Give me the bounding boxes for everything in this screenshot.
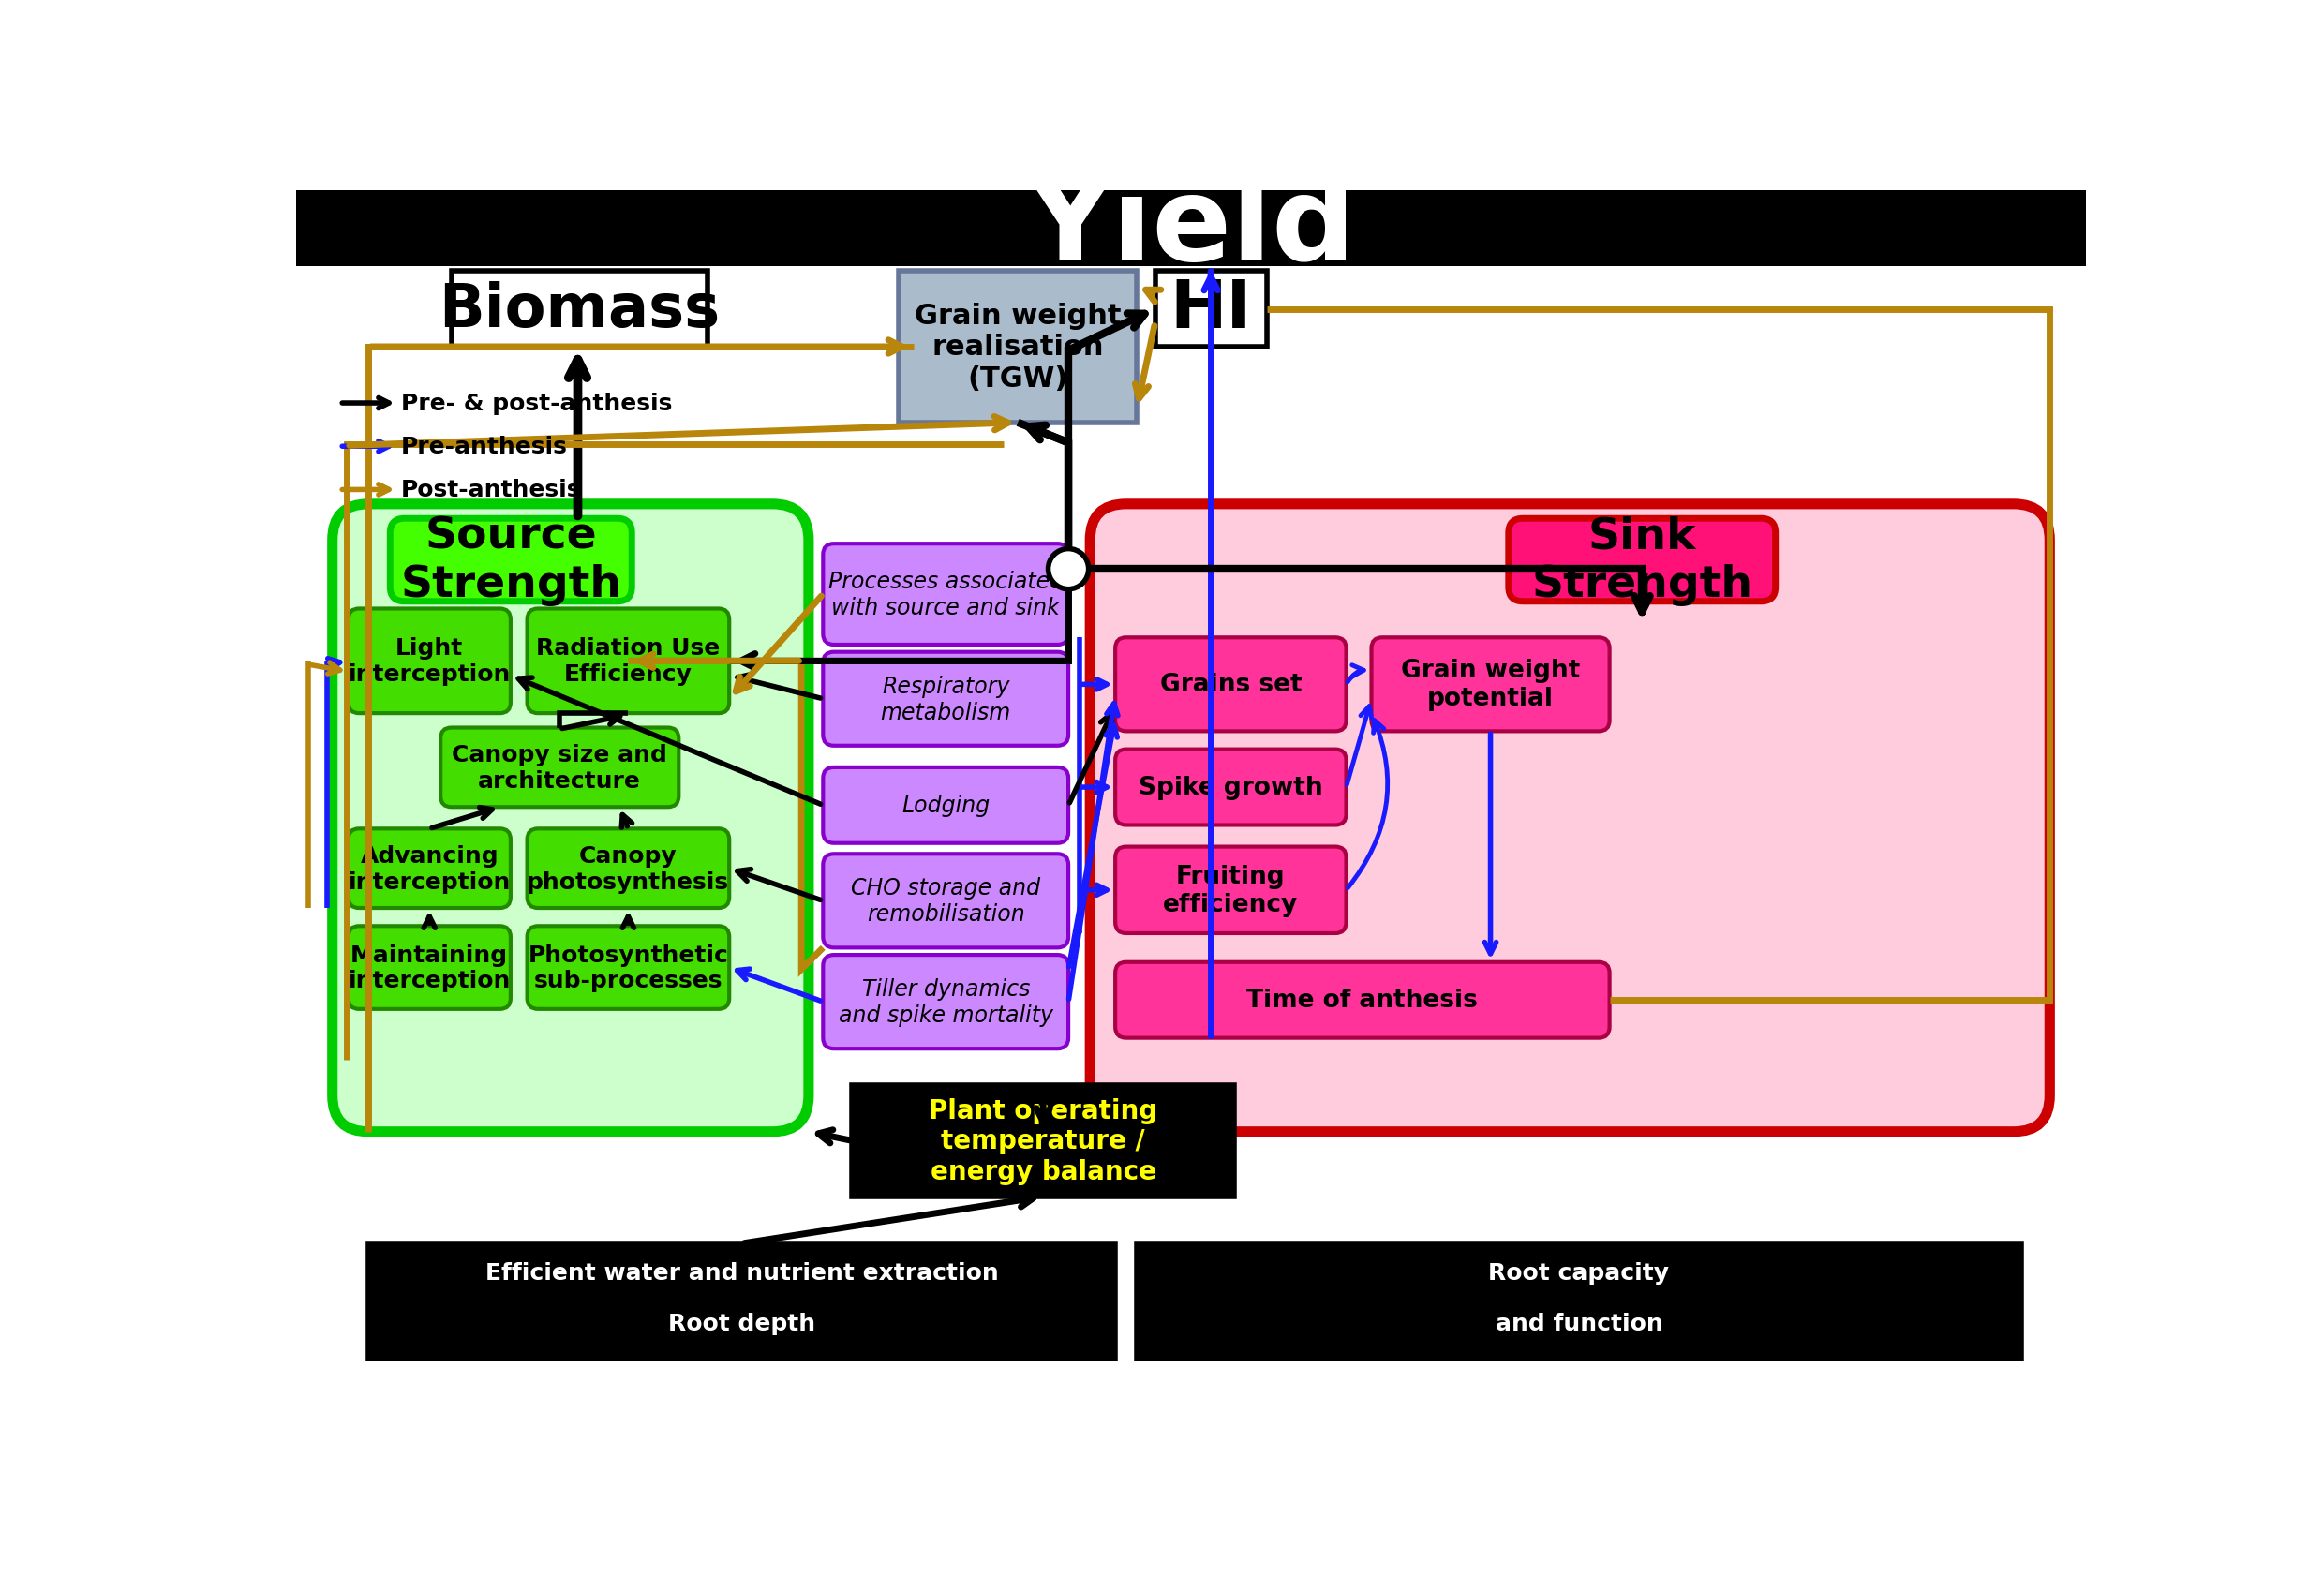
- FancyBboxPatch shape: [1508, 519, 1776, 601]
- Text: Pre- & post-anthesis: Pre- & post-anthesis: [402, 393, 672, 415]
- FancyBboxPatch shape: [1116, 963, 1611, 1039]
- FancyBboxPatch shape: [349, 829, 511, 908]
- Text: Grain weight
realisation
(TGW): Grain weight realisation (TGW): [916, 302, 1120, 393]
- Text: Radiation Use
Efficiency: Radiation Use Efficiency: [537, 636, 720, 686]
- Text: Sink
Strength: Sink Strength: [1532, 515, 1752, 606]
- FancyBboxPatch shape: [1090, 504, 2050, 1131]
- FancyBboxPatch shape: [823, 544, 1069, 646]
- Text: Root capacity: Root capacity: [1487, 1262, 1669, 1284]
- FancyBboxPatch shape: [370, 1244, 1116, 1359]
- Text: Time of anthesis: Time of anthesis: [1246, 988, 1478, 1012]
- Text: Spike growth: Spike growth: [1139, 775, 1322, 800]
- Circle shape: [1048, 549, 1088, 590]
- FancyBboxPatch shape: [1155, 272, 1267, 347]
- FancyBboxPatch shape: [1371, 638, 1611, 732]
- Text: Biomass: Biomass: [439, 280, 720, 339]
- Text: Light
interception: Light interception: [349, 636, 511, 686]
- FancyBboxPatch shape: [528, 926, 730, 1009]
- FancyBboxPatch shape: [899, 272, 1136, 423]
- FancyBboxPatch shape: [1136, 1244, 2022, 1359]
- FancyBboxPatch shape: [823, 768, 1069, 843]
- FancyBboxPatch shape: [528, 829, 730, 908]
- FancyBboxPatch shape: [853, 1085, 1234, 1196]
- Text: Processes associated
with source and sink: Processes associated with source and sin…: [827, 571, 1064, 619]
- Text: Efficient water and nutrient extraction: Efficient water and nutrient extraction: [486, 1262, 999, 1284]
- Text: Pre-anthesis: Pre-anthesis: [402, 436, 567, 458]
- FancyBboxPatch shape: [442, 729, 679, 807]
- Text: Canopy
photosynthesis: Canopy photosynthesis: [528, 845, 730, 893]
- Text: Advancing
interception: Advancing interception: [349, 845, 511, 893]
- Text: Tiller dynamics
and spike mortality: Tiller dynamics and spike mortality: [839, 978, 1053, 1026]
- Text: Photosynthetic
sub-processes: Photosynthetic sub-processes: [528, 943, 727, 993]
- Text: Canopy size and
architecture: Canopy size and architecture: [451, 743, 667, 792]
- Text: Grains set: Grains set: [1160, 673, 1301, 697]
- Text: Yield: Yield: [1027, 172, 1355, 285]
- FancyBboxPatch shape: [332, 504, 809, 1131]
- FancyBboxPatch shape: [390, 519, 632, 601]
- Text: and function: and function: [1494, 1311, 1662, 1335]
- Text: Root depth: Root depth: [669, 1311, 816, 1335]
- FancyBboxPatch shape: [823, 955, 1069, 1048]
- FancyBboxPatch shape: [297, 191, 2085, 267]
- Text: Lodging: Lodging: [902, 794, 990, 816]
- Text: CHO storage and
remobilisation: CHO storage and remobilisation: [851, 877, 1041, 926]
- FancyBboxPatch shape: [528, 609, 730, 714]
- Text: Grain weight
potential: Grain weight potential: [1401, 659, 1580, 711]
- FancyBboxPatch shape: [823, 652, 1069, 746]
- FancyBboxPatch shape: [349, 609, 511, 714]
- FancyBboxPatch shape: [1116, 846, 1346, 934]
- Text: Maintaining
interception: Maintaining interception: [349, 943, 511, 993]
- Text: Plant operating
temperature /
energy balance: Plant operating temperature / energy bal…: [930, 1098, 1157, 1184]
- FancyBboxPatch shape: [1116, 749, 1346, 826]
- FancyBboxPatch shape: [451, 272, 706, 347]
- Text: Fruiting
efficiency: Fruiting efficiency: [1162, 864, 1299, 916]
- Text: HI: HI: [1169, 277, 1253, 342]
- Text: Post-anthesis: Post-anthesis: [402, 479, 581, 501]
- Text: Respiratory
metabolism: Respiratory metabolism: [881, 675, 1011, 724]
- FancyBboxPatch shape: [349, 926, 511, 1009]
- Text: Source
Strength: Source Strength: [400, 515, 621, 606]
- FancyBboxPatch shape: [823, 854, 1069, 948]
- FancyBboxPatch shape: [1116, 638, 1346, 732]
